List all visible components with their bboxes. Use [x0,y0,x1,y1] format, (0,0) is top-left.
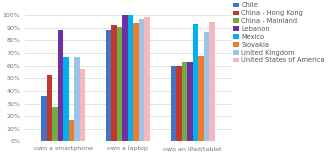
Bar [69,120,74,141]
Bar [198,56,204,141]
Bar [133,23,139,141]
Bar [209,22,215,141]
Bar [112,25,117,141]
Bar [58,30,63,141]
Bar [176,66,182,141]
Legend: Chile, China - Hong Kong, China - Mainland, Lebanon, Mexico, Slovakia, United Ki: Chile, China - Hong Kong, China - Mainla… [233,2,325,63]
Bar [52,107,58,141]
Bar [182,62,187,141]
Bar [193,24,198,141]
Bar [63,57,69,141]
Bar [128,15,133,141]
Bar [171,66,176,141]
Bar [144,16,150,141]
Bar [41,96,47,141]
Bar [187,62,193,141]
Bar [80,69,85,141]
Bar [106,30,112,141]
Bar [47,75,52,141]
Bar [204,32,209,141]
Bar [117,27,122,141]
Bar [122,15,128,141]
Bar [74,57,80,141]
Bar [139,19,144,141]
